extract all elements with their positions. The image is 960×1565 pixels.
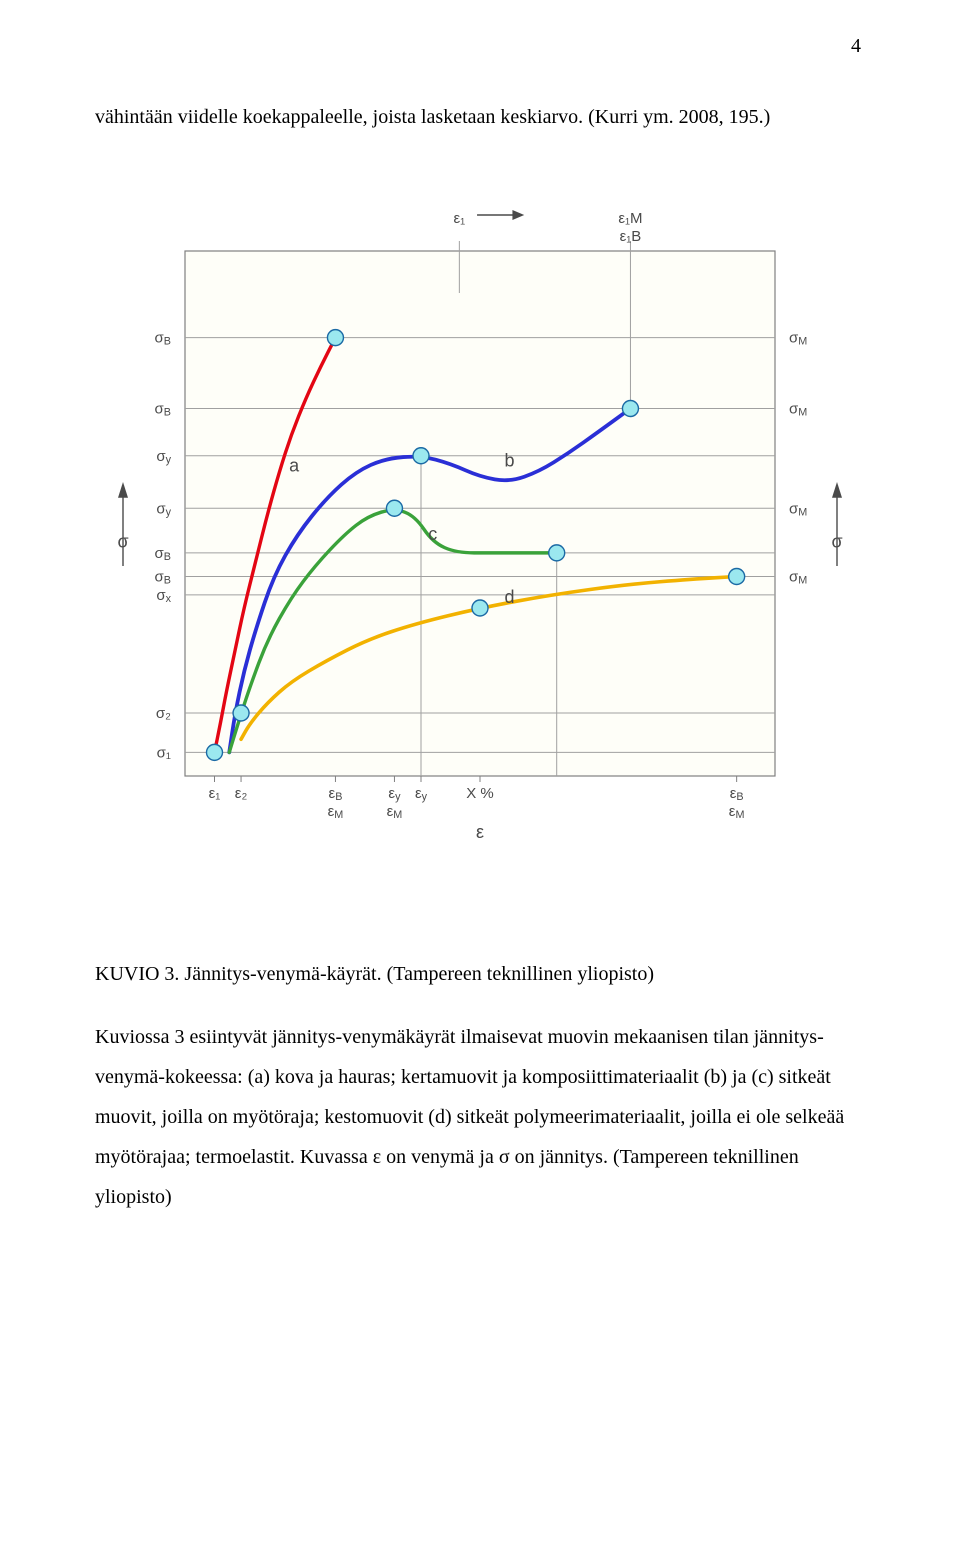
svg-text:ε₁: ε₁ [453,210,465,227]
figure-3: ε₁ε₂εBεMεyεMεyX %εBεMε₁ε₁Mε₁BσBσBσyσyσBσ… [95,196,865,896]
svg-text:ε: ε [476,822,484,842]
svg-text:σ: σ [117,532,128,552]
svg-text:σB: σB [155,545,171,563]
svg-text:a: a [289,456,300,476]
svg-text:σB: σB [155,330,171,348]
svg-text:εB: εB [329,785,343,803]
svg-text:X %: X % [466,785,494,802]
svg-text:εM: εM [328,803,344,821]
svg-text:ε₁M: ε₁M [618,210,642,227]
svg-text:σB: σB [155,569,171,587]
svg-text:εM: εM [387,803,403,821]
svg-text:ε₂: ε₂ [235,785,248,802]
svg-text:ε₁: ε₁ [209,785,221,802]
svg-text:σ₁: σ₁ [157,744,171,761]
svg-text:σM: σM [789,500,807,518]
svg-text:σy: σy [156,500,171,518]
svg-text:σM: σM [789,569,807,587]
svg-text:σM: σM [789,401,807,419]
svg-text:σ: σ [831,532,842,552]
svg-text:σx: σx [156,587,171,605]
svg-text:σM: σM [789,330,807,348]
page-number: 4 [95,0,865,65]
svg-text:σy: σy [156,448,171,466]
svg-text:c: c [428,524,437,544]
svg-text:σB: σB [155,401,171,419]
svg-text:εM: εM [729,803,745,821]
svg-text:σ₂: σ₂ [156,705,171,722]
svg-text:εy: εy [388,785,401,803]
stress-strain-chart: ε₁ε₂εBεMεyεMεyX %εBεMε₁ε₁Mε₁BσBσBσyσyσBσ… [95,196,865,896]
figure-legend: Kuviossa 3 esiintyvät jännitys-venymäkäy… [95,1017,865,1217]
figure-caption: KUVIO 3. Jännitys-venymä-käyrät. (Tamper… [95,956,865,993]
svg-text:εB: εB [730,785,744,803]
svg-text:ε₁B: ε₁B [620,228,642,245]
svg-text:d: d [504,587,514,607]
intro-paragraph: vähintään viidelle koekappaleelle, joist… [95,99,865,136]
svg-text:b: b [504,450,514,470]
svg-text:εy: εy [415,785,428,803]
